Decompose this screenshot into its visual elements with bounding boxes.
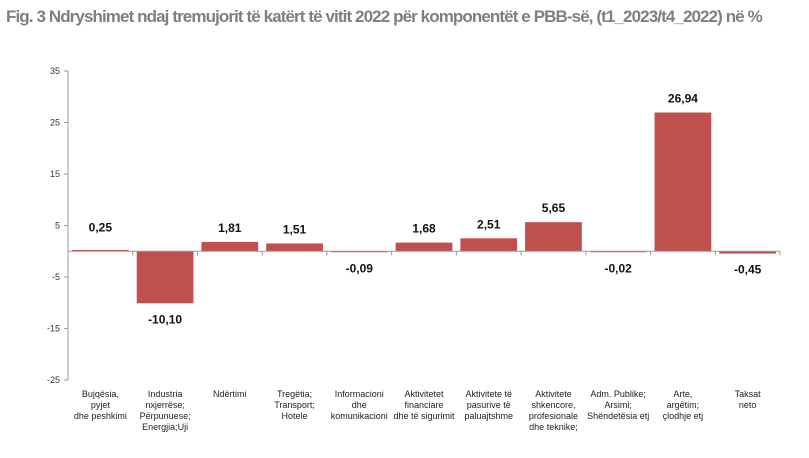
data-label: -0,02 (605, 261, 633, 275)
bar (136, 251, 194, 304)
data-label: -0,09 (346, 261, 374, 275)
category-label: Aktivitete shkencore, profesionale dhe tekn… (529, 389, 578, 432)
bar (395, 242, 453, 252)
y-tick-label: 25 (50, 118, 60, 128)
data-label: 1,81 (218, 221, 242, 235)
y-tick-label: 5 (55, 221, 60, 231)
category-label: Adm. Publike; Arsimi; Shëndetësia etj (587, 389, 649, 421)
data-label: 1,68 (412, 222, 436, 236)
category-label: Aktivitetet financiare dhe të sigurimit (393, 389, 455, 421)
data-label: -10,10 (148, 312, 182, 326)
y-tick-label: -15 (47, 324, 60, 334)
bar (266, 243, 323, 252)
data-label: -0,45 (734, 263, 762, 277)
data-label: 0,25 (89, 220, 113, 234)
category-label: Informacioni dhe komunikacioni (331, 389, 388, 421)
y-tick-label: -5 (52, 272, 60, 282)
bar (525, 222, 582, 252)
category-label: Tregëtia; Transport; Hotele (274, 389, 315, 421)
category-label: Aktivitete të pasurive të paluajtshme (464, 389, 513, 421)
data-label: 1,51 (283, 222, 307, 236)
category-label: Ndërtimi (213, 389, 247, 399)
bar (460, 238, 518, 252)
y-tick-label: 35 (50, 66, 60, 76)
y-tick-label: -25 (47, 375, 60, 385)
chart-title: Fig. 3 Ndryshimet ndaj tremujorit të kat… (6, 7, 763, 26)
bar (201, 241, 259, 252)
category-label: Industria nxjerrëse; Përpunuese; Energjia;U… (140, 389, 191, 432)
data-label: 2,51 (477, 217, 501, 231)
data-label: 5,65 (542, 201, 566, 215)
y-tick-label: 15 (50, 169, 60, 179)
bar (72, 249, 129, 252)
data-label: 26,94 (668, 92, 698, 106)
category-label: Taksat neto (735, 389, 762, 410)
category-label: Bujqësia, pyjet dhe peshkimi (74, 389, 127, 421)
category-label: Arte, argëtim; çlodhje etj (663, 389, 704, 421)
bar (654, 112, 712, 252)
bar (719, 251, 776, 254)
